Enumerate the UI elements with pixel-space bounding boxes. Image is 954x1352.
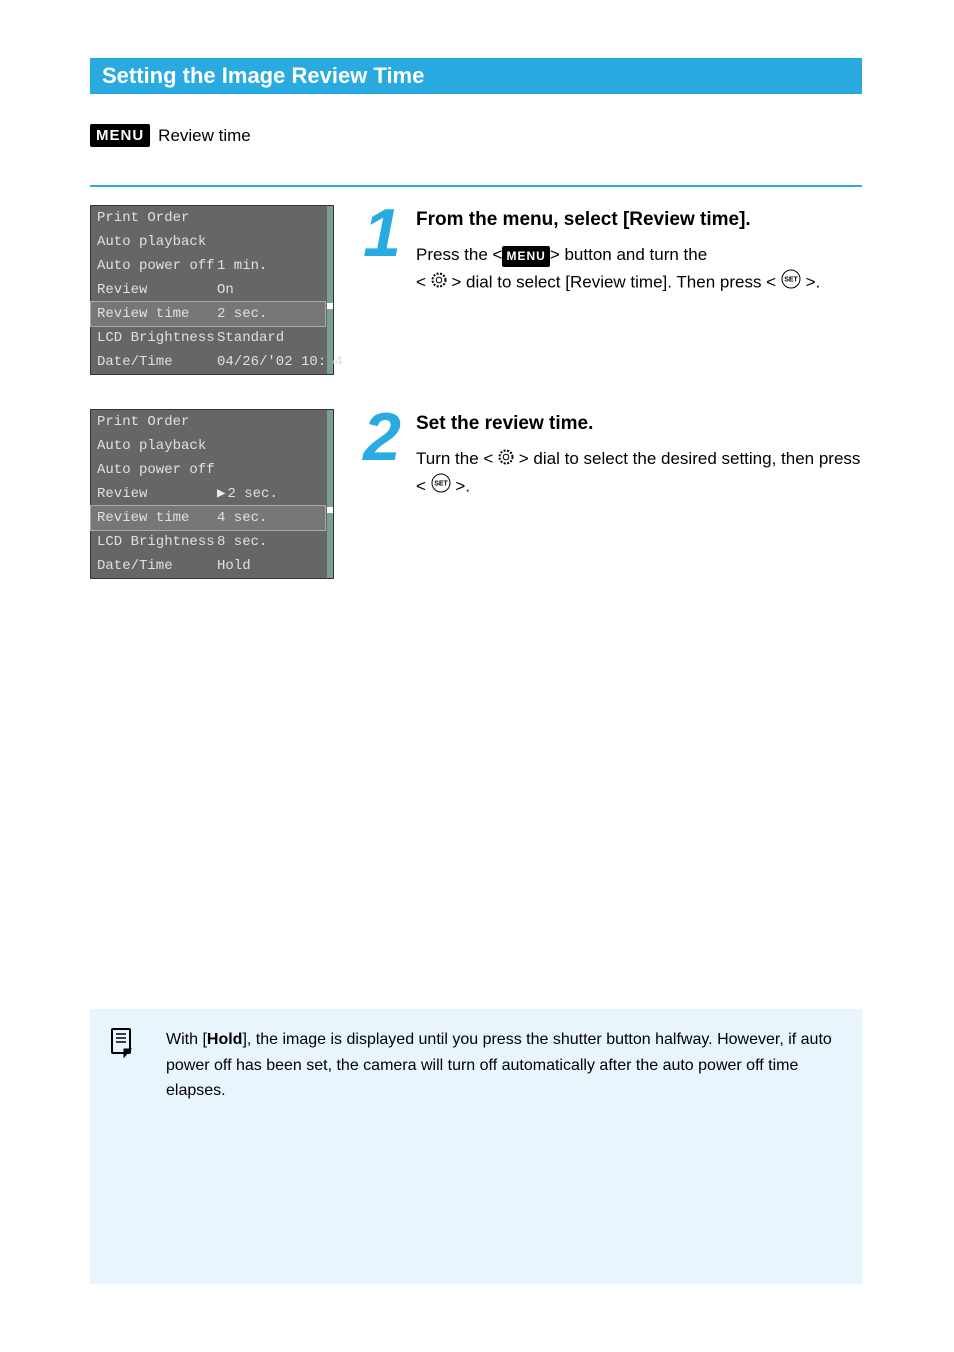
lcd-row-label: Review time [97,304,217,324]
lcd-row-value: ▶2 sec. [217,484,278,504]
menu-button-ref-icon: MENU [502,246,549,267]
title-bar-text: Setting the Image Review Time [102,63,424,89]
step-number-2: 2 [362,409,402,579]
lcd-row-label: Date/Time [97,556,217,576]
lcd-screenshot-1: Print OrderAuto playbackAuto power off1 … [90,205,334,375]
lcd-row: Auto power off [91,458,325,482]
step-2-body: Set the review time. Turn the < > dial t… [416,409,862,579]
lcd-row: ReviewOn [91,278,325,302]
step-2-row: Print OrderAuto playbackAuto power offRe… [90,409,862,579]
svg-text:SET: SET [784,276,798,283]
lcd-row: Auto playback [91,434,325,458]
lcd-row: Review time2 sec. [91,302,325,326]
lcd-row: Print Order [91,410,325,434]
lcd-row: Auto power off1 min. [91,254,325,278]
lcd-row: Print Order [91,206,325,230]
step-2-title: Set the review time. [416,409,862,438]
lcd-row-label: Print Order [97,412,217,432]
step-1-instruction: Press the <MENU> button and turn the < >… [416,242,862,297]
lcd-row: Review time4 sec. [91,506,325,530]
lcd-screenshot-2: Print OrderAuto playbackAuto power offRe… [90,409,334,579]
text: With [ [166,1031,207,1048]
lcd-row-label: Auto playback [97,232,217,252]
lcd-row-value: On [217,280,234,300]
text: < [416,272,431,291]
lcd-row: LCD BrightnessStandard [91,326,325,350]
step-1-body: From the menu, select [Review time]. Pre… [416,205,862,375]
lcd-row-label: Auto power off [97,460,217,480]
step-number-1: 1 [362,205,402,375]
lcd-row-label: Review [97,280,217,300]
step-2-instruction: Turn the < > dial to select the desired … [416,446,862,501]
menu-path-text: Review time [158,126,251,146]
note-box: With [Hold], the image is displayed unti… [90,1009,862,1284]
text: >. [451,477,470,496]
text-bold: Hold [207,1031,243,1048]
lcd-row-label: Auto playback [97,436,217,456]
quick-dial-icon [498,447,514,473]
lcd-row-value: 2 sec. [217,304,267,324]
text: Turn the < [416,449,498,468]
text: >. [801,272,820,291]
lcd-row: Date/TimeHold [91,554,325,578]
text: > dial to select [Review time]. Then pre… [447,272,781,291]
divider [90,185,862,187]
lcd-row-label: LCD Brightness [97,328,217,348]
set-button-icon: SET [781,269,801,297]
lcd-row-label: LCD Brightness [97,532,217,552]
text: ], the image is displayed until you pres… [166,1031,832,1099]
lcd-row: Date/Time04/26/'02 10:54 [91,350,325,374]
note-text: With [Hold], the image is displayed unti… [166,1027,844,1104]
lcd-row: LCD Brightness8 sec. [91,530,325,554]
quick-dial-icon [431,270,447,296]
step-1-row: Print OrderAuto playbackAuto power off1 … [90,205,862,375]
lcd-row-value: 8 sec. [217,532,267,552]
menu-icon: MENU [90,124,150,147]
note-icon [108,1027,148,1104]
set-button-icon: SET [431,473,451,501]
lcd-row-label: Date/Time [97,352,217,372]
text: Press the < [416,245,502,264]
menu-path: MENU Review time [90,124,862,147]
lcd-row-value: Hold [217,556,251,576]
lcd-row-label: Print Order [97,208,217,228]
lcd-row-value: Standard [217,328,284,348]
lcd-row-value: 4 sec. [217,508,267,528]
text: > button and turn the [550,245,707,264]
lcd-row-value: 04/26/'02 10:54 [217,352,343,372]
step-1-title: From the menu, select [Review time]. [416,205,862,234]
title-bar: Setting the Image Review Time [90,58,862,94]
lcd-row: Auto playback [91,230,325,254]
svg-text:SET: SET [434,481,448,488]
lcd-row: Review▶2 sec. [91,482,325,506]
lcd-row-label: Review [97,484,217,504]
lcd-row-value: 1 min. [217,256,267,276]
lcd-row-label: Review time [97,508,217,528]
lcd-row-label: Auto power off [97,256,217,276]
